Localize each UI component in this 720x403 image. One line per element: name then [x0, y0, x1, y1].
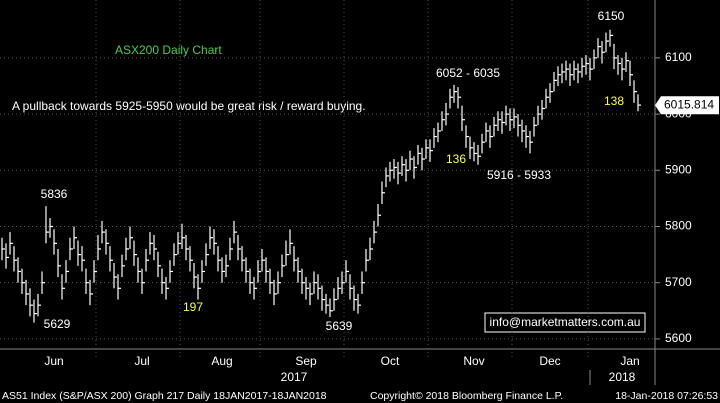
annotation: 5629 [44, 317, 71, 331]
annotation: 136 [446, 152, 466, 166]
y-tick-label: 5800 [665, 219, 692, 233]
contact: info@marketmatters.com.au [490, 315, 641, 329]
footer-time: 18-Jan-2018 07:26:53 [615, 390, 718, 402]
y-tick-label: 5900 [665, 162, 692, 176]
year-label: 2018 [609, 370, 636, 384]
x-tick-label: Aug [211, 354, 232, 368]
contact-box [484, 312, 646, 333]
y-tick-label: 5700 [665, 275, 692, 289]
annotation: 5639 [326, 319, 353, 333]
x-tick-label: Nov [463, 354, 484, 368]
annotation: 6052 - 6035 [436, 66, 500, 80]
y-tick-label: 6100 [665, 50, 692, 64]
x-tick-label: Jul [134, 354, 149, 368]
subtitle: A pullback towards 5925-5950 would be gr… [12, 99, 366, 113]
x-tick-label: Dec [539, 354, 560, 368]
x-tick-label: Oct [381, 354, 400, 368]
footer-copyright: Copyright© 2018 Bloomberg Finance L.P. [370, 390, 563, 402]
x-tick-label: Jan [620, 354, 639, 368]
annotation: 197 [183, 300, 203, 314]
y-tick-label: 5600 [665, 331, 692, 345]
annotation: 138 [604, 94, 624, 108]
annotation: 5916 - 5933 [487, 168, 551, 182]
chart-title: ASX200 Daily Chart [115, 43, 222, 57]
x-tick-label: Sep [295, 354, 317, 368]
year-label: 2017 [281, 370, 308, 384]
footer-bar [0, 386, 720, 403]
x-tick-label: Jun [44, 354, 63, 368]
price-tag-label: 6015.814 [664, 97, 714, 111]
price-tag [655, 96, 719, 115]
footer-left: AS51 Index (S&P/ASX 200) Graph 217 Daily… [2, 390, 327, 402]
annotation: 6150 [598, 9, 625, 23]
annotation: 5836 [41, 187, 68, 201]
